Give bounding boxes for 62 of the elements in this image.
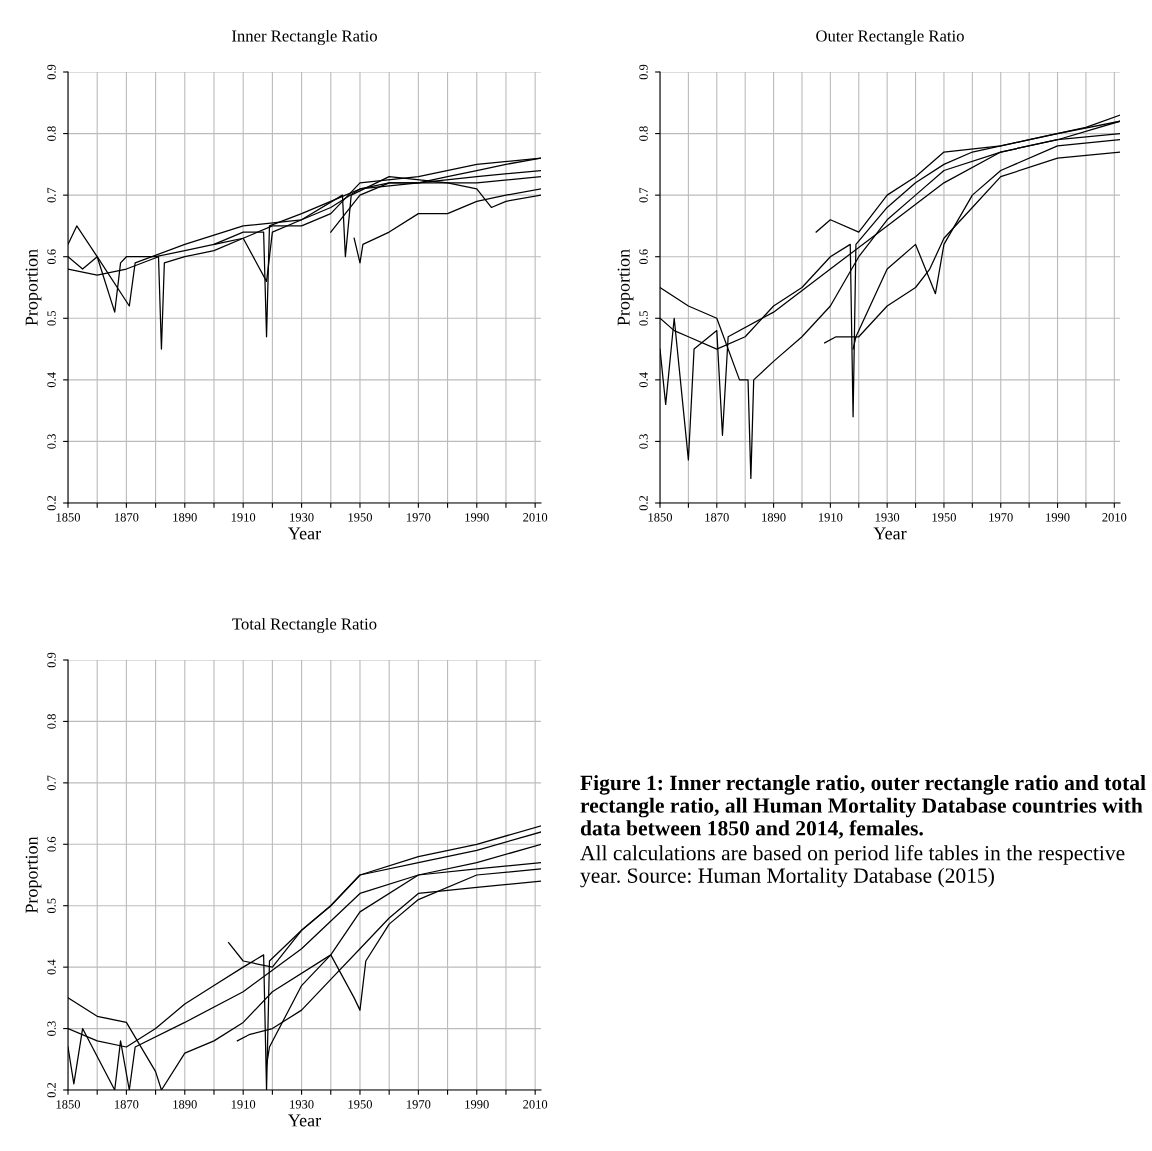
y-tick-label: 0.4 xyxy=(639,372,648,388)
x-tick-label: 1890 xyxy=(173,1100,197,1109)
x-tick-label: 1870 xyxy=(705,513,729,522)
y-tick-label: 0.8 xyxy=(639,126,648,141)
x-tick-label: 2010 xyxy=(523,1100,548,1109)
y-tick-label: 0.7 xyxy=(47,187,56,203)
x-tick-label: 1950 xyxy=(932,513,956,522)
x-tick-label: 1850 xyxy=(56,513,81,522)
y-tick-label: 0.7 xyxy=(639,187,648,203)
x-tick-label: 1870 xyxy=(114,1100,139,1109)
y-axis-title: Proportion xyxy=(25,249,42,326)
y-axis-title: Proportion xyxy=(617,249,634,326)
x-tick-label: 1930 xyxy=(875,513,900,522)
y-tick-label: 0.6 xyxy=(47,836,56,852)
y-tick-label: 0.9 xyxy=(639,64,648,80)
x-tick-label: 1870 xyxy=(114,513,139,522)
x-axis-title: Year xyxy=(873,527,907,540)
y-tick-label: 0.5 xyxy=(639,310,648,326)
y-axis-title: Proportion xyxy=(25,836,42,914)
y-tick-label: 0.2 xyxy=(47,495,56,511)
y-tick-label: 0.5 xyxy=(47,310,56,326)
chart-title: Outer Rectangle Ratio xyxy=(816,29,964,46)
x-tick-label: 1930 xyxy=(290,1100,314,1109)
x-tick-label: 1930 xyxy=(290,513,314,522)
x-tick-label: 1990 xyxy=(465,1100,489,1109)
x-axis-title: Year xyxy=(288,527,321,540)
x-tick-label: 1950 xyxy=(348,513,372,522)
x-tick-label: 1910 xyxy=(231,1100,256,1109)
x-tick-label: 1890 xyxy=(762,513,786,522)
text: All calculations are based on period life tables in the respective year. Source: Human Mortality Database (2015) xyxy=(580,845,1125,888)
x-tick-label: 1890 xyxy=(173,513,197,522)
chart-title: Inner Rectangle Ratio xyxy=(231,29,377,46)
x-tick-label: 1970 xyxy=(406,513,431,522)
x-tick-label: 2010 xyxy=(523,513,548,522)
y-tick-label: 0.6 xyxy=(639,249,648,265)
x-tick-label: 1850 xyxy=(648,513,673,522)
x-tick-label: 1910 xyxy=(231,513,256,522)
y-tick-label: 0.4 xyxy=(47,372,56,388)
x-tick-label: 1990 xyxy=(465,513,489,522)
x-tick-label: 2010 xyxy=(1102,513,1127,522)
x-tick-label: 1970 xyxy=(989,513,1013,522)
y-tick-label: 0.9 xyxy=(47,64,56,80)
y-tick-label: 0.7 xyxy=(47,775,56,791)
y-tick-label: 0.3 xyxy=(639,434,648,449)
y-tick-label: 0.4 xyxy=(47,959,56,975)
caption: Figure 1: Inner rectangle ratio, outer rectangle ratio and total rectangle ratio, all Human Mortality Database countries with data between 1850 and 2014, females. xyxy=(580,775,1146,839)
x-tick-label: 1990 xyxy=(1046,513,1070,522)
x-tick-label: 1850 xyxy=(56,1100,81,1109)
y-tick-label: 0.6 xyxy=(47,249,56,265)
y-tick-label: 0.2 xyxy=(47,1082,56,1098)
y-tick-label: 0.8 xyxy=(47,126,56,141)
chart-title: Total Rectangle Ratio xyxy=(232,617,377,634)
y-tick-label: 0.5 xyxy=(47,898,56,914)
y-tick-label: 0.3 xyxy=(47,434,56,449)
y-tick-label: 0.9 xyxy=(47,652,56,668)
x-axis-title: Year xyxy=(288,1114,321,1127)
y-tick-label: 0.2 xyxy=(639,495,648,511)
y-tick-label: 0.8 xyxy=(47,714,56,729)
y-tick-label: 0.3 xyxy=(47,1021,56,1036)
x-tick-label: 1910 xyxy=(818,513,843,522)
x-tick-label: 1970 xyxy=(406,1100,431,1109)
x-tick-label: 1950 xyxy=(348,1100,372,1109)
